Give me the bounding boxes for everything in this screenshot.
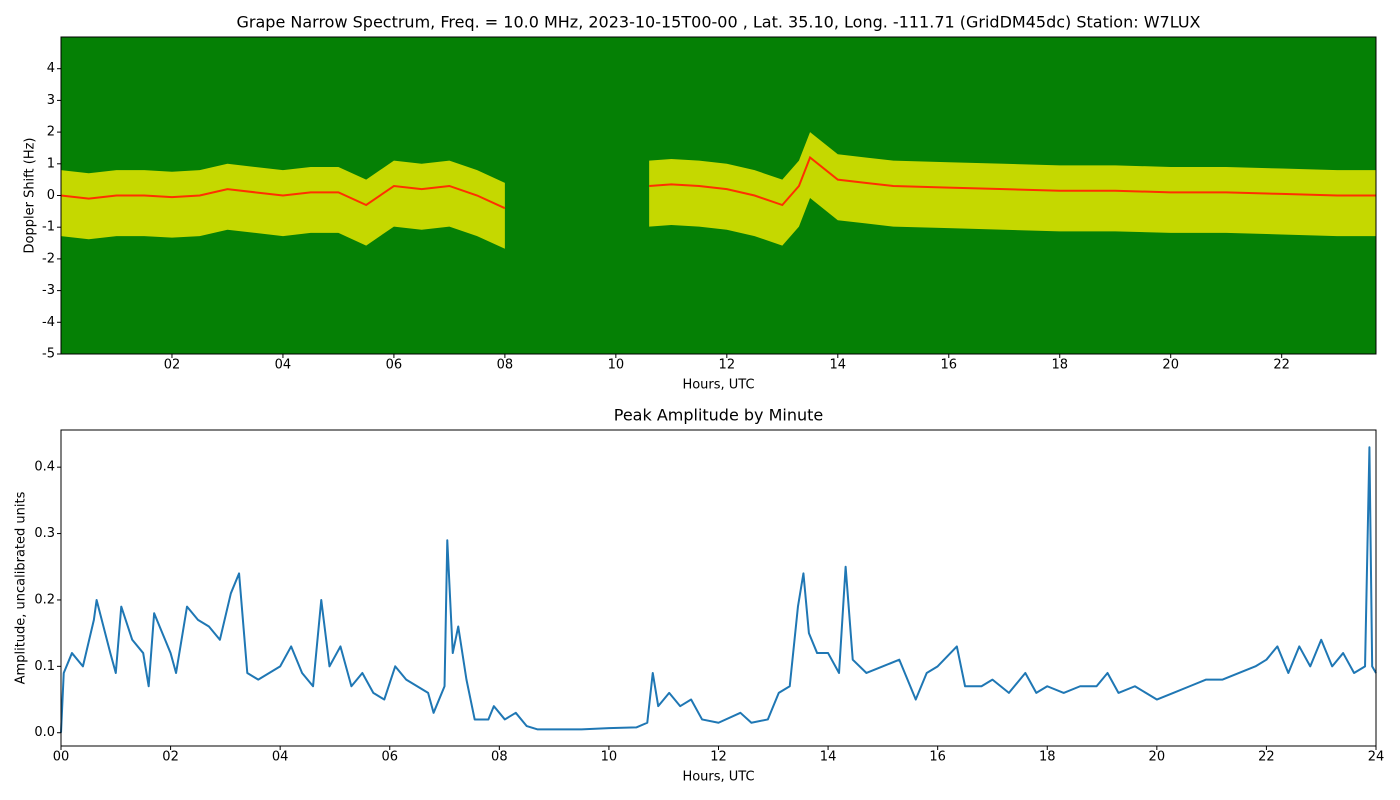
amplitude-line	[60, 446, 1377, 733]
y-tick-label: 0.1	[34, 659, 55, 674]
x-tick-label: 08	[497, 358, 514, 373]
y-axis-label: Doppler Shift (Hz)	[23, 138, 38, 254]
y-axis-label: Amplitude, uncalibrated units	[14, 491, 29, 684]
x-tick-label: 04	[272, 750, 289, 765]
x-axis-label: Hours, UTC	[682, 770, 754, 785]
x-tick-label: 20	[1162, 358, 1179, 373]
x-tick-label: 12	[719, 358, 736, 373]
y-tick-label: 3	[47, 93, 55, 108]
x-tick-label: 12	[710, 750, 727, 765]
x-tick-label: 02	[164, 358, 181, 373]
chart-title: Peak Amplitude by Minute	[614, 406, 824, 425]
plot-frame	[60, 429, 1377, 747]
x-tick-label: 08	[491, 750, 508, 765]
x-tick-label: 22	[1273, 358, 1290, 373]
x-axis-label: Hours, UTC	[682, 378, 754, 393]
doppler-trace	[60, 155, 1376, 210]
y-tick-label: 0.0	[34, 725, 55, 740]
y-tick-label: 0.4	[34, 460, 55, 475]
y-tick-label: -4	[42, 315, 55, 330]
x-tick-label: 14	[830, 358, 847, 373]
chart-title: Grape Narrow Spectrum, Freq. = 10.0 MHz,…	[237, 13, 1201, 32]
x-tick-label: 18	[1039, 750, 1056, 765]
x-tick-label: 10	[601, 750, 618, 765]
y-tick-label: 4	[47, 61, 55, 76]
x-tick-label: 24	[1368, 750, 1385, 765]
x-tick-label: 06	[386, 358, 403, 373]
x-tick-label: 22	[1258, 750, 1275, 765]
x-tick-label: 04	[275, 358, 292, 373]
signal-band	[61, 160, 505, 249]
y-tick-label: 0	[47, 188, 55, 203]
y-tick-label: -1	[42, 220, 55, 235]
y-tick-label: 2	[47, 125, 55, 140]
y-tick-label: 1	[47, 156, 55, 171]
y-tick-label: 0.2	[34, 592, 55, 607]
y-tick-label: 0.3	[34, 526, 55, 541]
x-tick-label: 16	[929, 750, 946, 765]
x-tick-label: 14	[820, 750, 837, 765]
x-tick-label: 10	[608, 358, 625, 373]
x-tick-label: 06	[381, 750, 398, 765]
x-tick-label: 16	[940, 358, 957, 373]
y-tick-label: -2	[42, 251, 55, 266]
y-tick-label: -3	[42, 283, 55, 298]
x-tick-label: 18	[1051, 358, 1068, 373]
x-tick-label: 02	[162, 750, 179, 765]
x-tick-label: 20	[1149, 750, 1166, 765]
x-tick-label: 00	[53, 750, 70, 765]
y-tick-label: -5	[42, 347, 55, 362]
